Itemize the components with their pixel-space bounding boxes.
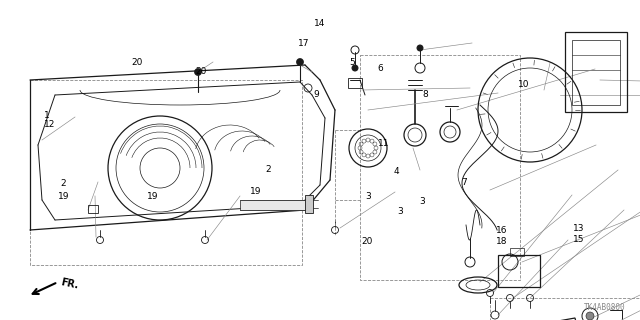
Text: 2: 2: [61, 180, 67, 188]
Text: 10: 10: [518, 80, 530, 89]
Bar: [360, 55, 520, 280]
Text: 12: 12: [44, 120, 55, 129]
Bar: [30, 80, 302, 265]
Bar: [240, 200, 308, 210]
Text: 14: 14: [314, 20, 325, 28]
Text: 9: 9: [314, 90, 319, 99]
Bar: [498, 255, 540, 287]
Circle shape: [586, 312, 594, 320]
Text: 11: 11: [378, 140, 389, 148]
Text: FR.: FR.: [60, 277, 80, 291]
Text: TK4AB0800: TK4AB0800: [584, 303, 625, 312]
Bar: [510, 248, 524, 256]
Text: 16: 16: [496, 226, 508, 235]
Text: 19: 19: [58, 192, 69, 201]
Text: 19: 19: [147, 192, 159, 201]
Text: 20: 20: [195, 68, 207, 76]
Text: 3: 3: [419, 197, 425, 206]
Text: 7: 7: [461, 178, 467, 187]
Text: 8: 8: [422, 90, 428, 99]
Circle shape: [417, 45, 423, 51]
Text: 15: 15: [573, 236, 584, 244]
Bar: [565, 32, 627, 112]
Bar: [305, 195, 313, 213]
Text: 2: 2: [266, 165, 271, 174]
Text: 5: 5: [349, 58, 355, 67]
Bar: [88, 205, 98, 213]
Text: 4: 4: [394, 167, 399, 176]
Text: 13: 13: [573, 224, 584, 233]
Text: 1: 1: [44, 111, 49, 120]
Text: 20: 20: [131, 58, 143, 67]
Text: 19: 19: [250, 188, 261, 196]
Text: 20: 20: [362, 237, 373, 246]
Text: 17: 17: [298, 39, 309, 48]
Circle shape: [352, 65, 358, 71]
Text: 3: 3: [365, 192, 371, 201]
Text: 3: 3: [397, 207, 403, 216]
Bar: [490, 298, 640, 320]
Circle shape: [195, 68, 202, 76]
Circle shape: [296, 59, 303, 66]
Text: 18: 18: [496, 237, 508, 246]
Bar: [348, 78, 362, 88]
Bar: [572, 40, 620, 105]
Text: 6: 6: [378, 64, 383, 73]
